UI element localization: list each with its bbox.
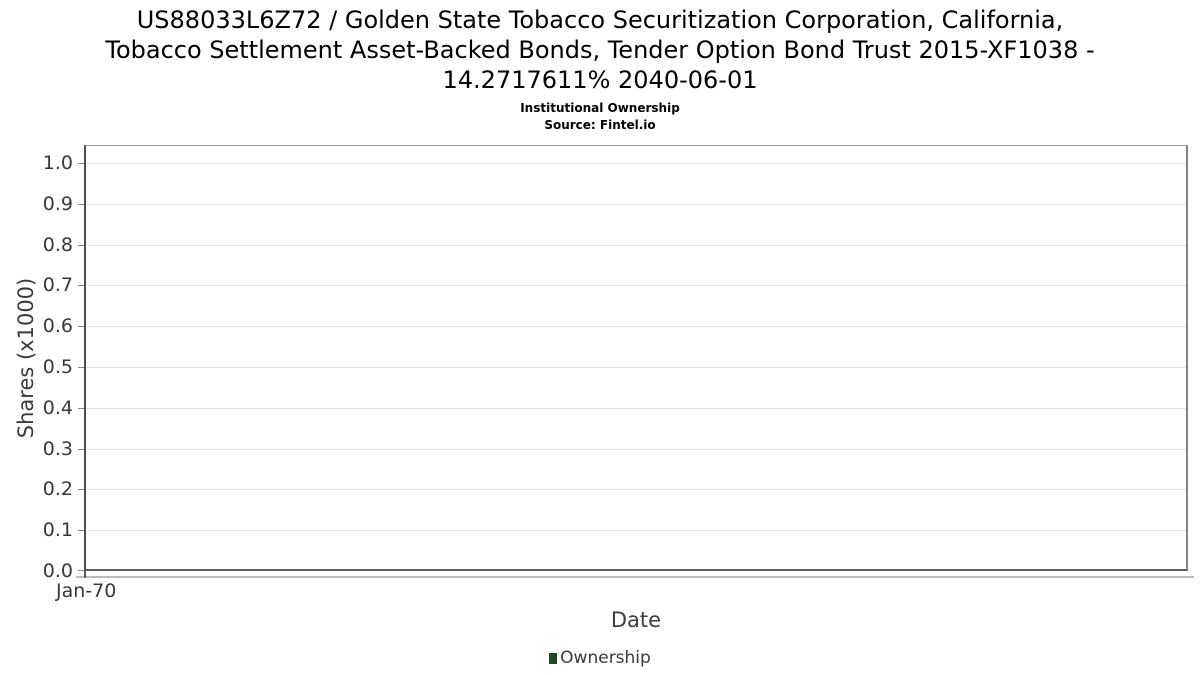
- y-tick-label: 0.1: [42, 519, 73, 542]
- y-tick-mark: [78, 570, 84, 571]
- y-gridline: [86, 163, 1186, 164]
- y-tick-label: 0.4: [42, 396, 73, 419]
- y-tick-label: 0.2: [42, 478, 73, 501]
- y-tick-mark: [78, 326, 84, 328]
- y-tick-label: 0.5: [42, 356, 73, 378]
- y-tick-mark: [78, 530, 84, 532]
- y-tick-label: 0.0: [42, 560, 73, 582]
- y-tick-label: 0.7: [42, 274, 73, 297]
- y-tick-mark: [78, 163, 84, 164]
- plot-area: [84, 145, 1188, 571]
- chart-title-line-1: US88033L6Z72 / Golden State Tobacco Secu…: [136, 6, 1064, 34]
- y-gridline: [86, 285, 1186, 287]
- y-tick-mark: [78, 367, 84, 368]
- y-tick-mark: [78, 448, 84, 450]
- y-tick-label: 1.0: [42, 152, 73, 174]
- y-axis-tick-labels: 0.0 0.1 0.2 0.3 0.4 0.5 0.6 0.7 0.8 0.9 1.0: [0, 145, 84, 582]
- y-gridline: [86, 244, 1186, 246]
- y-tick-mark: [78, 244, 84, 246]
- x-axis-line: [76, 576, 1194, 578]
- y-tick-label: 0.8: [42, 233, 73, 256]
- y-tick-mark: [78, 489, 84, 491]
- y-gridline: [86, 489, 1186, 491]
- y-tick-label: 0.9: [42, 192, 73, 215]
- chart-title-line-2: Tobacco Settlement Asset-Backed Bonds, T…: [105, 36, 1095, 64]
- legend: Ownership: [0, 648, 1200, 668]
- chart-title-line-3: 14.2717611% 2040-06-01: [442, 66, 758, 94]
- y-gridline: [86, 203, 1186, 205]
- y-tick-label: 0.6: [42, 315, 73, 338]
- chart-subtitle: Institutional Ownership: [520, 101, 680, 115]
- legend-label-ownership: Ownership: [560, 648, 651, 668]
- y-gridline: [86, 407, 1186, 409]
- chart-title: US88033L6Z72 / Golden State Tobacco Secu…: [0, 5, 1200, 95]
- y-axis-tick-marks: [0, 145, 84, 571]
- x-axis-title: Date: [610, 608, 662, 632]
- x-tick-mark: [84, 571, 86, 578]
- legend-swatch-ownership: [549, 652, 558, 664]
- y-gridline: [86, 367, 1186, 368]
- y-tick-mark: [78, 285, 84, 287]
- y-tick-label: 0.3: [42, 437, 73, 460]
- y-tick-mark: [78, 203, 84, 205]
- y-gridline: [86, 448, 1186, 450]
- x-tick-label: Jan-70: [56, 580, 117, 602]
- chart-source-label: Source: Fintel.io: [544, 118, 656, 132]
- y-gridline: [86, 530, 1186, 532]
- y-gridline: [86, 326, 1186, 328]
- y-tick-mark: [78, 407, 84, 409]
